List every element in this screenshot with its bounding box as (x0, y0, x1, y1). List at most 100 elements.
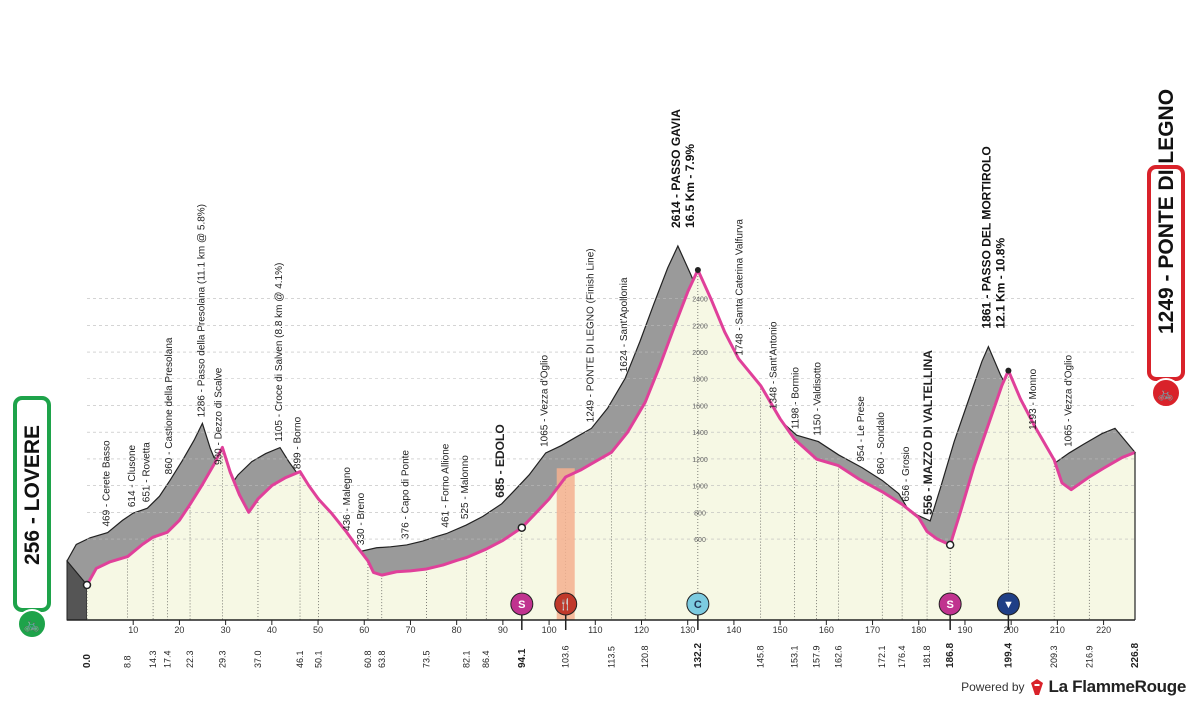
location-dot (82, 580, 92, 590)
waypoint-label: 1193 - Monno (1028, 368, 1039, 429)
waypoint-label: 330 - Breno (356, 492, 367, 545)
start-cyclist-icon (17, 609, 47, 639)
km-tick-label: 60 (359, 625, 369, 635)
km-point-label: 176.4 (897, 645, 907, 668)
feed-marker-symbol: 🍴 (559, 598, 573, 611)
altitude-tick-label: 1000 (692, 484, 708, 491)
altitude-tick-label: 600 (694, 537, 706, 544)
brand-name: La FlammeRouge (1048, 677, 1187, 696)
km-tick-label: 170 (865, 625, 880, 635)
sprint-marker-icon (938, 592, 962, 616)
km-tick-label: 120 (634, 625, 649, 635)
altitude-tick-label: 2400 (692, 297, 708, 304)
waypoint-label: 1150 - Valdisotto (812, 362, 823, 436)
km-point-label: 73.5 (422, 650, 432, 668)
km-tick-label: 80 (452, 625, 462, 635)
altitude-tick-label: 2200 (692, 323, 708, 330)
waypoint-label: 461 - Forno Allione (440, 443, 451, 527)
waypoint-label: 685 - EDOLO (493, 424, 507, 497)
finish-cyclist-icon (1151, 378, 1181, 408)
waypoint-label: 1624 - Sant'Apollonia (619, 277, 630, 372)
start-finish-layer: 256 - LOVERE 🚲 1249 - PONTE DI LEGNO 🚲 (13, 89, 1185, 639)
waypoint-label: 1348 - Sant'Antonio (768, 321, 779, 409)
km-point-label: 60.8 (363, 650, 373, 668)
flamme-rouge-logo-icon (1030, 679, 1043, 695)
km-point-label: 120.8 (640, 645, 650, 668)
sprint-marker-symbol: S (518, 599, 525, 611)
km-point-label: 0.0 (82, 654, 93, 668)
axis-ticks-layer: 600 800 1000 1200 1400 1600 1800 2000 2200 2400 10… (82, 297, 1141, 668)
waypoint-label: 954 - Le Prese (856, 396, 867, 462)
km-tick-label: 160 (819, 625, 834, 635)
climb-summit-label: 2614 - PASSO GAVIA (669, 109, 683, 228)
km-point-label: 50.1 (314, 650, 324, 668)
profile-area-layer (66, 244, 1136, 621)
altitude-tick-label: 1400 (692, 430, 708, 437)
altitude-tick-label: 1200 (692, 457, 708, 464)
start-cyclist-glyph: 🚲 (24, 618, 40, 633)
altitude-tick-label: 1800 (692, 377, 708, 384)
climb-summit-detail: 16.5 Km - 7.9% (683, 144, 697, 228)
km-point-label: 209.3 (1049, 645, 1059, 668)
km-point-label: 132.2 (693, 643, 704, 668)
km-tick-label: 100 (542, 625, 557, 635)
km-point-label: 216.9 (1084, 645, 1094, 668)
km-tick-label: 50 (313, 625, 323, 635)
waypoint-label: 1105 - Croce di Salven (8.8 km @ 4.1%) (274, 263, 285, 442)
km-point-label: 8.8 (123, 655, 133, 668)
waypoint-label: 860 - Sondalo (876, 412, 887, 475)
waypoint-label: 930 - Dezzo di Scalve (213, 367, 224, 465)
location-dot (517, 523, 527, 532)
km-tick-label: 140 (726, 625, 741, 635)
km-point-label: 113.5 (606, 646, 616, 668)
km-point-label: 162.6 (833, 645, 843, 668)
powered-by-text: Powered by (961, 680, 1025, 694)
waypoint-label: 651 - Rovetta (141, 442, 152, 502)
km-tick-label: 40 (267, 625, 277, 635)
km-point-label: 46.1 (295, 650, 305, 668)
waypoint-label: 1249 - PONTE DI LEGNO (Finish Line) (585, 248, 596, 422)
profile-area (87, 270, 1135, 620)
waypoint-label: 1286 - Passo della Presolana (11.1 km @ … (196, 204, 207, 417)
waypoint-label: 469 - Cerete Basso (102, 440, 113, 527)
km-tick-label: 130 (680, 625, 695, 635)
km-point-label: 145.8 (756, 645, 766, 668)
km-point-label: 172.1 (877, 645, 887, 668)
km-tick-label: 220 (1096, 625, 1111, 635)
waypoint-labels-layer: 469 - Cerete Basso 614 - Clusone 651 - Rov… (82, 109, 1074, 590)
km-tick-label: 180 (911, 625, 926, 635)
waypoint-label: 1065 - Vezza d'Oglio (540, 355, 551, 447)
cima-coppi-marker-icon (686, 592, 710, 616)
finish-cyclist-glyph: 🚲 (1158, 387, 1174, 402)
km-point-label: 63.8 (377, 650, 387, 668)
km-point-label: 94.1 (517, 648, 528, 668)
km-point-label: 153.1 (789, 645, 799, 668)
km-point-label: 226.8 (1130, 643, 1141, 668)
sprint-marker-icon (510, 592, 534, 616)
cima-coppi-marker-symbol: C (694, 599, 702, 611)
km-point-label: 14.3 (148, 650, 158, 668)
km-tick-label: 10 (128, 625, 138, 635)
km-tick-label: 30 (221, 625, 231, 635)
waypoint-label: 376 - Capo di Ponte (401, 450, 412, 539)
waypoint-label: 1065 - Vezza d'Oglio (1063, 355, 1074, 447)
feed-marker-icon (554, 592, 578, 616)
waypoint-label: 1748 - Santa Caterina Valfurva (735, 219, 746, 356)
waypoint-label: 1198 - Bormio (791, 367, 802, 430)
km-tick-label: 70 (405, 625, 415, 635)
km-point-label: 186.8 (945, 643, 956, 668)
km-tick-label: 90 (498, 625, 508, 635)
km-tick-label: 150 (773, 625, 788, 635)
km-point-label: 29.3 (217, 650, 227, 668)
km-point-label: 82.1 (461, 650, 471, 668)
gpm-marker-symbol: ▼ (1003, 599, 1014, 611)
sprint-marker-symbol: S (946, 599, 953, 611)
waypoint-label: 860 - Castione della Presolana (164, 337, 175, 474)
waypoint-label: 899 - Borno (293, 416, 304, 469)
waypoint-label: 436 - Malegno (342, 467, 353, 531)
km-tick-label: 190 (957, 625, 972, 635)
km-point-label: 103.6 (561, 645, 571, 668)
summit-dot (694, 267, 701, 273)
waypoint-label: 556 - MAZZO DI VALTELLINA (921, 350, 935, 515)
